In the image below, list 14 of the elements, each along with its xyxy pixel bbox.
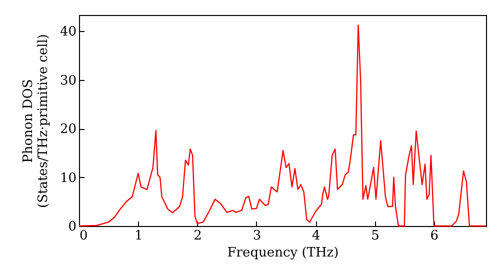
y-tick-label: 30 bbox=[60, 73, 76, 88]
x-tick-label: 6 bbox=[430, 228, 439, 244]
y-axis-title: Phonon DOS (States/THz·primitive cell) bbox=[20, 34, 51, 208]
x-tick-label: 0 bbox=[80, 228, 88, 244]
x-tick-label: 4 bbox=[312, 228, 320, 244]
line-series bbox=[78, 24, 487, 227]
x-tick-label: 1 bbox=[134, 228, 143, 244]
y-tick-label: 40 bbox=[60, 24, 76, 40]
x-tick-label: 5 bbox=[371, 228, 380, 244]
y-tick-label: 10 bbox=[60, 170, 76, 186]
y-tick-label: 20 bbox=[60, 122, 76, 138]
x-tick-label: 2 bbox=[194, 228, 202, 244]
x-tick-label: 3 bbox=[252, 228, 262, 244]
x-axis-title: Frequency (THz) bbox=[227, 246, 339, 260]
